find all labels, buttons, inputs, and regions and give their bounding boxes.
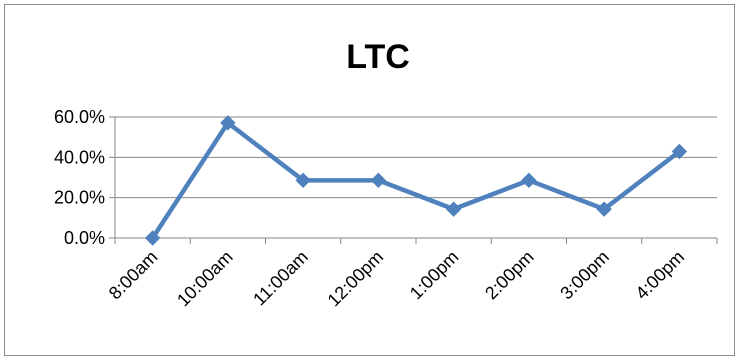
x-tick-label: 1:00pm: [406, 247, 463, 304]
series-line: [150, 120, 681, 240]
y-tick-label: 0.0%: [64, 228, 105, 248]
data-point-marker: [521, 172, 537, 189]
y-tick-label: 60.0%: [54, 107, 105, 127]
data-point-marker: [144, 230, 161, 246]
data-point-marker: [295, 172, 311, 189]
y-tick-label: 20.0%: [54, 188, 105, 208]
y-tick-label: 40.0%: [54, 147, 105, 167]
data-point-marker: [220, 115, 236, 131]
x-tick-label: 10:00am: [173, 247, 237, 311]
data-point-marker: [596, 201, 612, 217]
x-tick-label: 4:00pm: [632, 247, 689, 304]
x-tick-label: 3:00pm: [556, 247, 613, 304]
chart-title: LTC: [346, 38, 410, 76]
x-tick-label: 12:00pm: [324, 247, 388, 311]
data-point-marker: [445, 201, 462, 217]
data-point-marker: [671, 143, 688, 160]
x-tick-label: 11:00am: [249, 247, 312, 310]
x-tick-label: 2:00pm: [481, 247, 538, 304]
x-tick-label: 8:00am: [105, 247, 162, 304]
data-point-marker: [370, 172, 387, 189]
